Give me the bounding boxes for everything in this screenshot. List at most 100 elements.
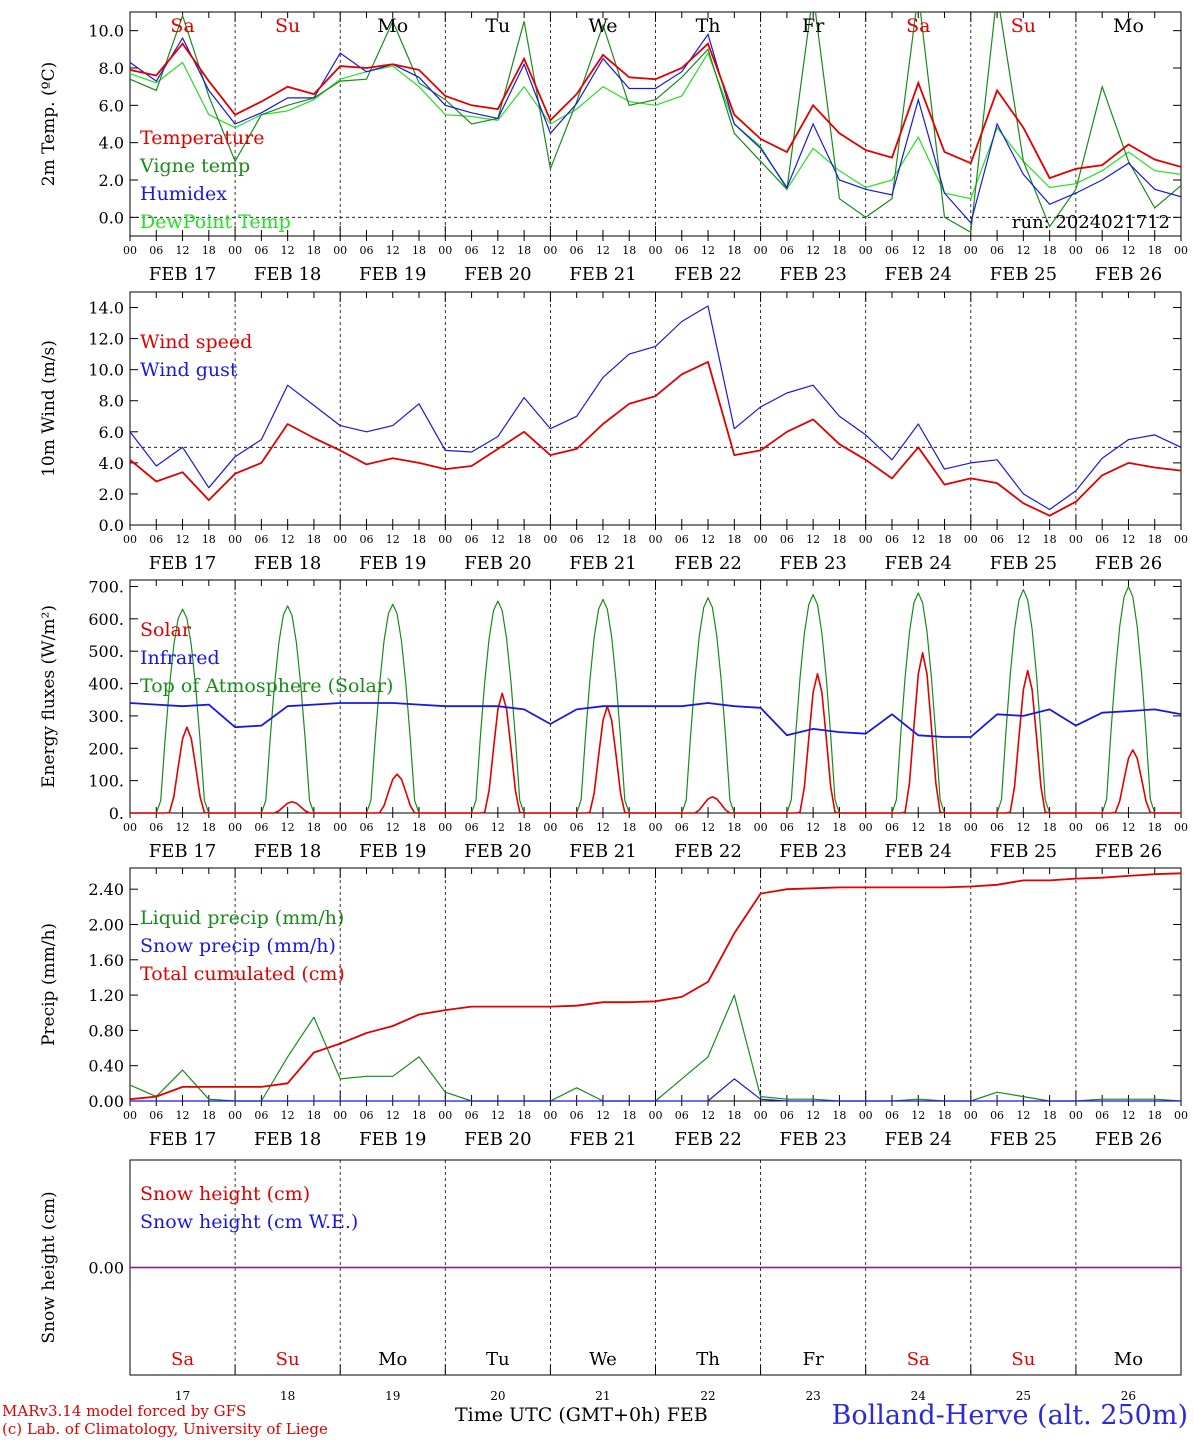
y-tick-label: 4.0 bbox=[99, 134, 124, 153]
hour-tick-label: 18 bbox=[832, 244, 846, 257]
hour-tick-label: 12 bbox=[1016, 1109, 1030, 1122]
y-tick-label: 200. bbox=[88, 739, 124, 758]
hour-tick-label: 06 bbox=[885, 1109, 899, 1122]
legend-top-of-atmosphere-solar-: Top of Atmosphere (Solar) bbox=[140, 675, 393, 697]
date-label: FEB 26 bbox=[1095, 1129, 1162, 1150]
day-number-label: 26 bbox=[1121, 1389, 1136, 1403]
hour-tick-label: 18 bbox=[938, 533, 952, 546]
weekday-label-bottom: We bbox=[589, 1349, 617, 1370]
hour-tick-label: 06 bbox=[675, 244, 689, 257]
hour-tick-label: 00 bbox=[1069, 821, 1083, 834]
series-total-cumulated-cm- bbox=[129, 872, 1182, 1101]
hour-tick-label: 00 bbox=[438, 1109, 452, 1122]
date-label: FEB 20 bbox=[464, 264, 531, 285]
hour-tick-label: 12 bbox=[1016, 821, 1030, 834]
hour-tick-label: 12 bbox=[596, 244, 610, 257]
hour-tick-label: 00 bbox=[1069, 244, 1083, 257]
date-label: FEB 20 bbox=[464, 841, 531, 862]
hour-tick-label: 00 bbox=[964, 1109, 978, 1122]
hour-tick-label: 06 bbox=[359, 821, 373, 834]
date-label: FEB 23 bbox=[779, 553, 846, 574]
y-tick-label: 2.00 bbox=[88, 915, 124, 934]
hour-tick-label: 00 bbox=[228, 1109, 242, 1122]
hour-tick-label: 12 bbox=[176, 821, 190, 834]
weekday-label: Fr bbox=[802, 15, 825, 37]
hour-tick-label: 00 bbox=[1069, 533, 1083, 546]
hour-tick-label: 00 bbox=[333, 533, 347, 546]
date-label: FEB 19 bbox=[359, 264, 426, 285]
hour-tick-label: 18 bbox=[412, 533, 426, 546]
legend-temperature: Temperature bbox=[140, 127, 264, 149]
date-label: FEB 25 bbox=[990, 1129, 1057, 1150]
weekday-label-bottom: Su bbox=[1011, 1349, 1035, 1370]
location-title: Bolland-Herve (alt. 250m) bbox=[831, 1400, 1188, 1431]
legend-total-cumulated-cm-: Total cumulated (cm) bbox=[140, 963, 345, 985]
hour-tick-label: 00 bbox=[859, 244, 873, 257]
time-label: Time UTC (GMT+0h) bbox=[455, 1404, 661, 1426]
series-dewpoint-temp bbox=[130, 51, 1181, 200]
y-tick-label: 2.0 bbox=[99, 171, 124, 190]
series-solar bbox=[130, 651, 1181, 814]
y-tick-label: 700. bbox=[88, 577, 124, 596]
hour-tick-label: 06 bbox=[359, 1109, 373, 1122]
hour-tick-label: 06 bbox=[990, 533, 1004, 546]
hour-tick-label: 06 bbox=[885, 533, 899, 546]
hour-tick-label: 00 bbox=[438, 533, 452, 546]
hour-tick-label: 00 bbox=[754, 533, 768, 546]
y-tick-label: 0.80 bbox=[88, 1021, 124, 1040]
legend-snow-precip-mm-h-: Snow precip (mm/h) bbox=[140, 935, 336, 957]
day-number-label: 20 bbox=[490, 1389, 505, 1403]
hour-tick-label: 06 bbox=[780, 533, 794, 546]
legend-snow-height-cm-w-e-: Snow height (cm W.E.) bbox=[140, 1211, 358, 1233]
hour-tick-label: 06 bbox=[1095, 821, 1109, 834]
weekday-label-bottom: Su bbox=[276, 1349, 300, 1370]
hour-tick-label: 18 bbox=[1148, 533, 1162, 546]
y-tick-label: 8.0 bbox=[99, 392, 124, 411]
hour-tick-label: 18 bbox=[938, 821, 952, 834]
hour-tick-label: 00 bbox=[754, 244, 768, 257]
hour-tick-label: 06 bbox=[1095, 533, 1109, 546]
hour-tick-label: 18 bbox=[832, 533, 846, 546]
hour-tick-label: 18 bbox=[307, 533, 321, 546]
hour-tick-label: 00 bbox=[754, 821, 768, 834]
hour-tick-label: 00 bbox=[228, 244, 242, 257]
date-label: FEB 18 bbox=[254, 1129, 321, 1150]
hour-tick-label: 00 bbox=[964, 821, 978, 834]
hour-tick-label: 00 bbox=[964, 244, 978, 257]
hour-tick-label: 18 bbox=[307, 1109, 321, 1122]
hour-tick-label: 12 bbox=[596, 533, 610, 546]
hour-tick-label: 12 bbox=[491, 1109, 505, 1122]
hour-tick-label: 18 bbox=[412, 244, 426, 257]
date-label: FEB 26 bbox=[1095, 264, 1162, 285]
hour-tick-label: 06 bbox=[465, 1109, 479, 1122]
hour-tick-label: 12 bbox=[911, 1109, 925, 1122]
day-number-label: 19 bbox=[385, 1389, 400, 1403]
weekday-label: Sa bbox=[170, 15, 194, 37]
legend-liquid-precip-mm-h-: Liquid precip (mm/h) bbox=[140, 907, 344, 929]
hour-tick-label: 18 bbox=[202, 821, 216, 834]
day-number-label: 21 bbox=[595, 1389, 610, 1403]
hour-tick-label: 12 bbox=[806, 244, 820, 257]
hour-tick-label: 18 bbox=[517, 1109, 531, 1122]
run-annotation: run: 2024021712 bbox=[1012, 212, 1170, 233]
time-axis-label: Time UTC (GMT+0h) FEB bbox=[455, 1404, 708, 1426]
hour-tick-label: 06 bbox=[254, 244, 268, 257]
series-vigne-temp bbox=[130, 12, 1181, 234]
hour-tick-label: 12 bbox=[701, 821, 715, 834]
hour-tick-label: 12 bbox=[281, 1109, 295, 1122]
hour-tick-label: 12 bbox=[596, 821, 610, 834]
hour-tick-label: 12 bbox=[281, 244, 295, 257]
hour-tick-label: 00 bbox=[649, 244, 663, 257]
hour-tick-label: 00 bbox=[649, 533, 663, 546]
y-axis-label: Snow height (cm) bbox=[39, 1191, 59, 1343]
y-tick-label: 300. bbox=[88, 707, 124, 726]
hour-tick-label: 18 bbox=[202, 533, 216, 546]
hour-tick-label: 00 bbox=[859, 1109, 873, 1122]
hour-tick-label: 18 bbox=[1148, 1109, 1162, 1122]
hour-tick-label: 18 bbox=[727, 244, 741, 257]
hour-tick-label: 18 bbox=[938, 1109, 952, 1122]
date-label: FEB 24 bbox=[885, 553, 952, 574]
hour-tick-label: 12 bbox=[596, 1109, 610, 1122]
series-temperature bbox=[130, 42, 1181, 180]
hour-tick-label: 12 bbox=[701, 244, 715, 257]
